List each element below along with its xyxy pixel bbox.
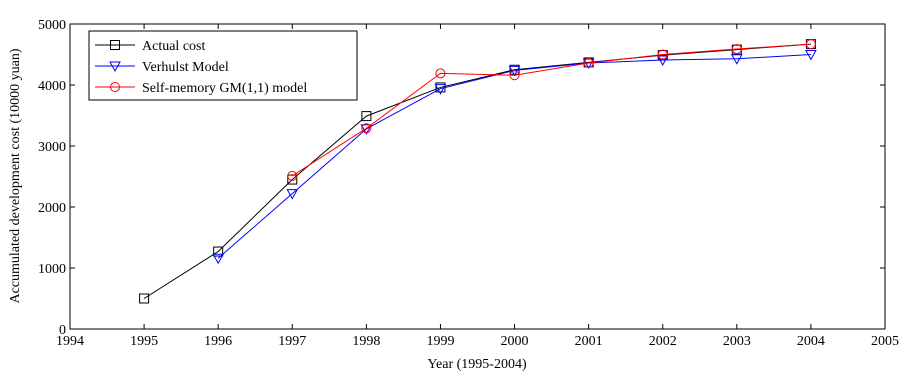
x-tick-label: 2004	[797, 334, 825, 349]
legend-label: Verhulst Model	[142, 60, 229, 75]
legend: Actual cost Verhulst Model Self-memory GM(…	[88, 30, 358, 101]
legend-marker	[110, 40, 120, 50]
data-point	[656, 55, 669, 67]
data-point	[212, 253, 225, 265]
legend-marker	[109, 61, 121, 73]
data-point	[731, 44, 742, 55]
data-point	[657, 49, 668, 60]
y-tick-label: 0	[59, 323, 66, 338]
data-point	[287, 174, 298, 185]
series-line	[292, 43, 811, 177]
data-point	[139, 293, 150, 304]
legend-marker	[110, 82, 120, 92]
x-tick-label: 1995	[130, 334, 158, 349]
x-axis: 1994 1995 1996 1997 1998 1999 2000 2001 2002 2003…	[56, 24, 899, 349]
y-tick-label: 5000	[38, 18, 66, 33]
data-point	[213, 246, 224, 257]
x-tick-label: 1998	[352, 334, 380, 349]
data-point	[805, 50, 817, 61]
legend-label: Actual cost	[142, 39, 205, 54]
y-tick-label: 1000	[38, 262, 66, 277]
y-axis-label: Accumulated development cost (10000 yuan…	[8, 48, 23, 303]
x-tick-label: 1999	[426, 334, 454, 349]
legend-entry: Verhulst Model	[95, 60, 229, 75]
data-point	[286, 189, 299, 200]
x-tick-label: 2003	[723, 334, 751, 349]
data-point	[509, 70, 520, 81]
legend-label: Self-memory GM(1,1) model	[142, 81, 307, 96]
x-tick-label: 2001	[575, 334, 603, 349]
x-tick-label: 2002	[649, 334, 677, 349]
data-point	[434, 84, 447, 95]
y-tick-label: 2000	[38, 201, 66, 216]
data-point	[361, 111, 372, 122]
y-axis: 0 1000 2000 3000 4000 5000	[38, 18, 885, 338]
x-tick-label: 2000	[501, 334, 529, 349]
series-line	[143, 43, 811, 299]
data-point	[805, 39, 816, 50]
x-tick-label: 1997	[278, 334, 306, 349]
data-point	[583, 58, 594, 69]
data-point	[287, 170, 298, 181]
legend-entry: Self-memory GM(1,1) model	[95, 81, 307, 96]
series-layer	[139, 39, 817, 304]
series-0	[139, 39, 816, 304]
legend-entry: Actual cost	[95, 39, 205, 54]
x-tick-label: 1996	[204, 334, 232, 349]
y-tick-label: 3000	[38, 140, 66, 155]
data-point	[435, 68, 446, 79]
x-tick-label: 1994	[56, 334, 84, 349]
x-axis-label: Year (1995-2004)	[427, 357, 527, 372]
data-point	[730, 54, 743, 65]
data-point	[361, 123, 372, 134]
data-point	[508, 65, 521, 77]
series-2	[287, 39, 816, 181]
y-tick-label: 4000	[38, 79, 66, 94]
x-tick-label: 2005	[871, 334, 899, 349]
